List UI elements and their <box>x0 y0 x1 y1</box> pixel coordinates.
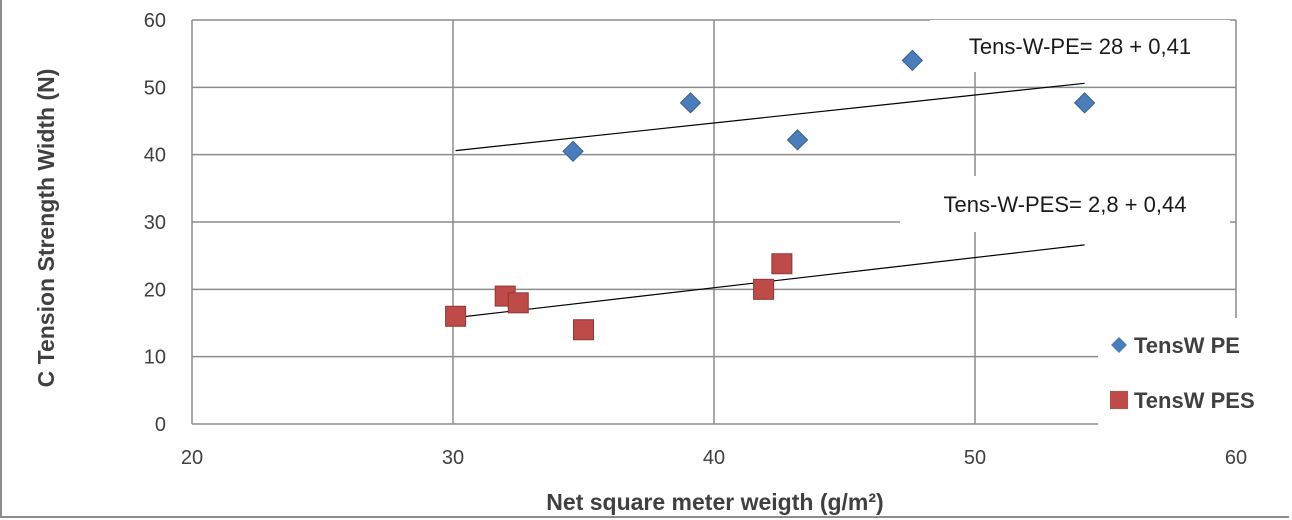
data-point-pes <box>573 319 594 341</box>
data-point-pe <box>679 92 702 114</box>
trendline <box>455 82 1085 152</box>
y-tick-label: 0 <box>155 414 166 436</box>
equation-box <box>900 176 1230 232</box>
legend-marker-pes <box>1110 391 1128 409</box>
x-tick-label: 20 <box>181 447 203 469</box>
y-tick-label: 60 <box>144 10 166 32</box>
trendline-equation: Tens-W-PE= 28 + 0,41 <box>969 34 1191 59</box>
x-tick-label: 40 <box>703 447 725 469</box>
legend: TensW PE TensW PES <box>1098 318 1288 426</box>
x-tick-label: 60 <box>1225 447 1247 469</box>
x-tick-label: 50 <box>964 447 986 469</box>
data-point-pe <box>901 49 924 72</box>
data-markers <box>445 49 1096 341</box>
data-point-pes <box>753 278 775 300</box>
x-axis-title: Net square meter weigth (g/m²) <box>546 489 883 515</box>
data-point-pe <box>786 129 809 151</box>
equation-labels: Tens-W-PE= 28 + 0,41 Tens-W-PES= 2,8 + 0,… <box>900 20 1230 232</box>
legend-label: TensW PES <box>1134 388 1255 413</box>
y-tick-label: 10 <box>144 347 166 369</box>
gridlines <box>191 19 1237 425</box>
y-tick-label: 20 <box>144 279 166 301</box>
y-axis-title: C Tension Strength Width (N) <box>33 69 59 388</box>
y-tick-label: 50 <box>144 77 166 99</box>
data-point-pes <box>507 292 529 314</box>
legend-marker-pe <box>1111 337 1127 353</box>
data-point-pe <box>562 140 584 163</box>
legend-label: TensW PE <box>1134 333 1240 358</box>
data-point-pes <box>771 253 793 275</box>
data-point-pe <box>1073 92 1096 114</box>
trendline-equation: Tens-W-PES= 2,8 + 0,44 <box>944 192 1187 217</box>
y-tick-labels: 0 10 20 30 40 50 60 <box>144 10 166 436</box>
x-tick-label: 30 <box>442 447 464 469</box>
y-tick-label: 30 <box>144 212 166 234</box>
legend-box <box>1098 318 1288 426</box>
equation-box <box>930 20 1230 72</box>
y-tick-label: 40 <box>144 145 166 167</box>
data-point-pes <box>445 305 467 327</box>
x-tick-labels: 20 30 40 50 60 <box>181 447 1247 469</box>
